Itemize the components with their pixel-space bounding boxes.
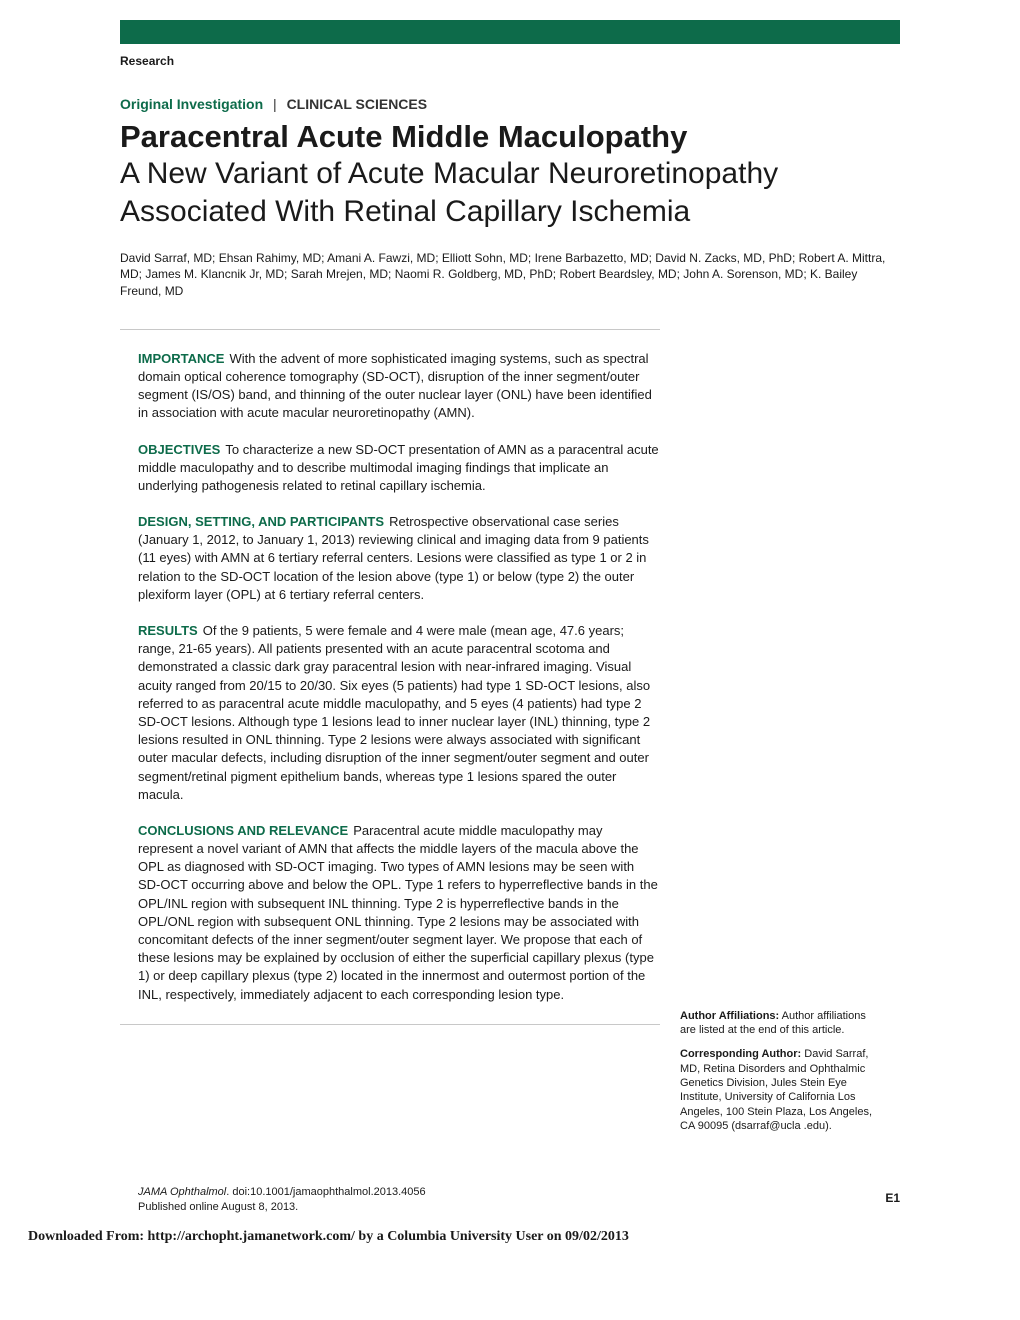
corresponding-author-block: Corresponding Author: David Sarraf, MD, … xyxy=(680,1047,880,1133)
affiliations-label: Author Affiliations: xyxy=(680,1010,779,1022)
journal-name: JAMA Ophthalmol xyxy=(138,1186,226,1198)
citation-block: JAMA Ophthalmol. doi:10.1001/jamaophthal… xyxy=(120,1185,660,1215)
published-date: Published online August 8, 2013. xyxy=(138,1201,298,1213)
abstract-results: RESULTSOf the 9 patients, 5 were female … xyxy=(138,622,660,804)
conclusions-label: CONCLUSIONS AND RELEVANCE xyxy=(138,823,348,838)
article-title-main: Paracentral Acute Middle Maculopathy xyxy=(120,118,900,155)
page-number: E1 xyxy=(885,1191,900,1205)
abstract-objectives: OBJECTIVESTo characterize a new SD-OCT p… xyxy=(138,441,660,496)
abstract-importance: IMPORTANCEWith the advent of more sophis… xyxy=(138,350,660,423)
original-investigation-label: Original Investigation xyxy=(120,96,263,112)
article-type: Original Investigation | CLINICAL SCIENC… xyxy=(120,96,900,112)
separator: | xyxy=(273,96,277,112)
design-label: DESIGN, SETTING, AND PARTICIPANTS xyxy=(138,514,384,529)
objectives-label: OBJECTIVES xyxy=(138,442,220,457)
header-bar xyxy=(120,20,900,44)
download-footer: Downloaded From: http://archopht.jamanet… xyxy=(28,1229,629,1245)
corresponding-text: David Sarraf, MD, Retina Disorders and O… xyxy=(680,1048,872,1131)
results-label: RESULTS xyxy=(138,623,198,638)
corresponding-label: Corresponding Author: xyxy=(680,1048,801,1060)
importance-label: IMPORTANCE xyxy=(138,351,224,366)
doi-text: . doi:10.1001/jamaophthalmol.2013.4056 xyxy=(226,1186,425,1198)
author-affiliations-block: Author Affiliations: Author affiliations… xyxy=(680,1009,880,1038)
abstract-box: IMPORTANCEWith the advent of more sophis… xyxy=(120,329,660,1025)
abstract-design: DESIGN, SETTING, AND PARTICIPANTSRetrosp… xyxy=(138,513,660,604)
author-list: David Sarraf, MD; Ehsan Rahimy, MD; Aman… xyxy=(120,250,900,299)
article-subtitle: A New Variant of Acute Macular Neuroreti… xyxy=(120,155,900,230)
sidebar: Author Affiliations: Author affiliations… xyxy=(680,329,880,1215)
abstract-conclusions: CONCLUSIONS AND RELEVANCEParacentral acu… xyxy=(138,822,660,1004)
clinical-sciences-label: CLINICAL SCIENCES xyxy=(287,96,428,112)
results-text: Of the 9 patients, 5 were female and 4 w… xyxy=(138,623,650,802)
conclusions-text: Paracentral acute middle maculopathy may… xyxy=(138,823,658,1002)
section-label: Research xyxy=(120,54,900,68)
